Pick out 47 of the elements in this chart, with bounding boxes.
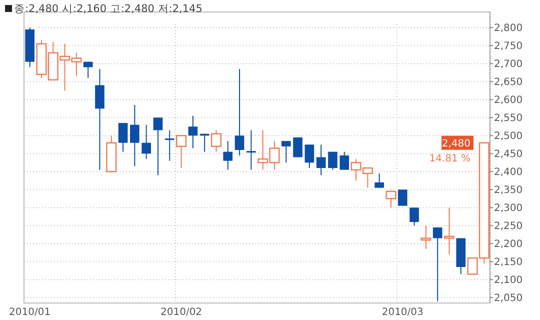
candlestick xyxy=(142,124,151,160)
candlestick xyxy=(386,190,396,208)
candlestick xyxy=(176,135,187,168)
candlestick xyxy=(398,189,408,206)
candlestick xyxy=(316,144,326,176)
candlestick xyxy=(420,225,432,250)
annotation: 14.81 % xyxy=(429,153,471,164)
y-tick-label: 2,050 xyxy=(494,293,523,304)
chart-title: 종:2,480 시:2,160 고:2,480 저:2,145 xyxy=(14,3,202,15)
candlestick xyxy=(328,151,338,170)
candlestick xyxy=(118,122,128,152)
y-tick-label: 2,650 xyxy=(494,77,523,88)
candlestick xyxy=(410,207,419,226)
y-tick-label: 2,350 xyxy=(494,185,523,196)
candlestick xyxy=(234,68,244,156)
y-tick-label: 2,600 xyxy=(494,95,523,106)
y-tick-label: 2,550 xyxy=(494,113,523,124)
x-tick-label: 2010/01 xyxy=(9,307,51,318)
candlestick xyxy=(281,140,291,164)
y-tick-label: 2,700 xyxy=(494,59,523,70)
y-tick-label: 2,400 xyxy=(494,167,523,178)
y-tick-label: 2,200 xyxy=(494,239,523,250)
candlestick xyxy=(444,207,454,255)
candlestick xyxy=(130,104,140,167)
candlestick xyxy=(83,61,93,78)
y-tick-label: 2,100 xyxy=(494,275,523,286)
candlestick xyxy=(432,226,442,302)
candlestick xyxy=(210,130,222,152)
y-tick-label: 2,450 xyxy=(494,149,523,160)
candlestick xyxy=(188,115,198,149)
y-tick-label: 2,300 xyxy=(494,203,523,214)
candlestick xyxy=(374,172,384,188)
candlestick xyxy=(95,68,104,170)
y-tick-label: 2,500 xyxy=(494,131,523,142)
y-tick-label: 2,150 xyxy=(494,257,523,268)
candlestick xyxy=(340,151,350,170)
candlestick xyxy=(304,144,314,168)
candlestick xyxy=(164,130,174,162)
x-tick-label: 2010/03 xyxy=(382,307,424,318)
annotation: 2,480 xyxy=(442,138,471,150)
y-tick-label: 2,800 xyxy=(494,23,523,34)
candlestick xyxy=(223,140,233,170)
candlestick xyxy=(246,130,256,170)
candlestick xyxy=(153,117,163,176)
y-tick-label: 2,750 xyxy=(494,41,523,52)
x-tick-label: 2010/02 xyxy=(160,307,202,318)
y-tick-label: 2,250 xyxy=(494,221,523,232)
